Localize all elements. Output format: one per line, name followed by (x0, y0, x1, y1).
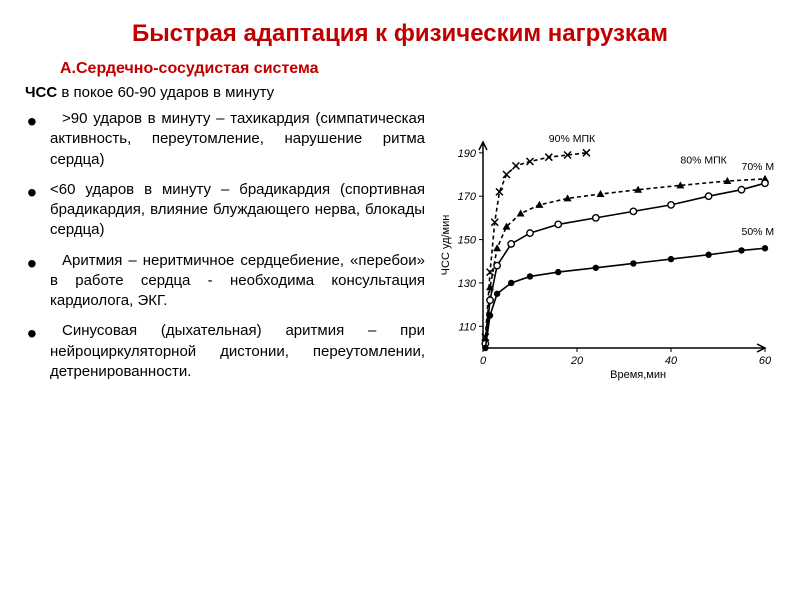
intro-line: ЧСС в покое 60-90 ударов в минуту (25, 84, 425, 101)
text-column: ЧСС в покое 60-90 ударов в минуту >90 уд… (25, 84, 435, 392)
svg-text:40: 40 (665, 355, 678, 367)
svg-text:70% МПК: 70% МПК (742, 161, 776, 173)
intro-rest: в покое 60-90 ударов в минуту (57, 84, 274, 101)
bullet-list: >90 ударов в минуту – тахикардия (симпат… (25, 109, 425, 382)
svg-text:150: 150 (458, 235, 477, 247)
hr-chart: 110 130 150 170 190 0 20 40 60 Время,мин ЧСС уд/ми… (435, 124, 775, 384)
list-item: <60 ударов в минуту – брадикардия (спорт… (25, 180, 425, 241)
svg-text:80% МПК: 80% МПК (680, 155, 727, 167)
list-item: >90 ударов в минуту – тахикардия (симпат… (25, 109, 425, 170)
list-item: Аритмия – неритмичное сердцебиение, «пер… (25, 251, 425, 312)
svg-text:20: 20 (570, 355, 584, 367)
slide-title: Быстрая адаптация к физическим нагрузкам (25, 20, 775, 48)
chart-svg: 110 130 150 170 190 0 20 40 60 Время,мин ЧСС уд/ми… (435, 124, 775, 384)
section-subtitle: А.Сердечно-сосудистая система (25, 60, 775, 78)
svg-text:190: 190 (458, 148, 477, 160)
chart-column: 110 130 150 170 190 0 20 40 60 Время,мин ЧСС уд/ми… (435, 84, 775, 392)
list-item: Синусовая (дыхательная) аритмия – при не… (25, 321, 425, 382)
svg-text:50% МПК: 50% МПК (742, 226, 776, 238)
svg-text:110: 110 (458, 321, 476, 333)
content-row: ЧСС в покое 60-90 ударов в минуту >90 уд… (25, 84, 775, 392)
svg-text:0: 0 (480, 355, 487, 367)
svg-text:Время,мин: Время,мин (610, 369, 666, 381)
svg-text:170: 170 (458, 191, 477, 203)
svg-text:90% МПК: 90% МПК (549, 133, 596, 145)
svg-text:ЧСС уд/мин: ЧСС уд/мин (440, 215, 452, 276)
svg-text:130: 130 (458, 278, 477, 290)
svg-text:60: 60 (759, 355, 772, 367)
intro-bold: ЧСС (25, 84, 57, 101)
